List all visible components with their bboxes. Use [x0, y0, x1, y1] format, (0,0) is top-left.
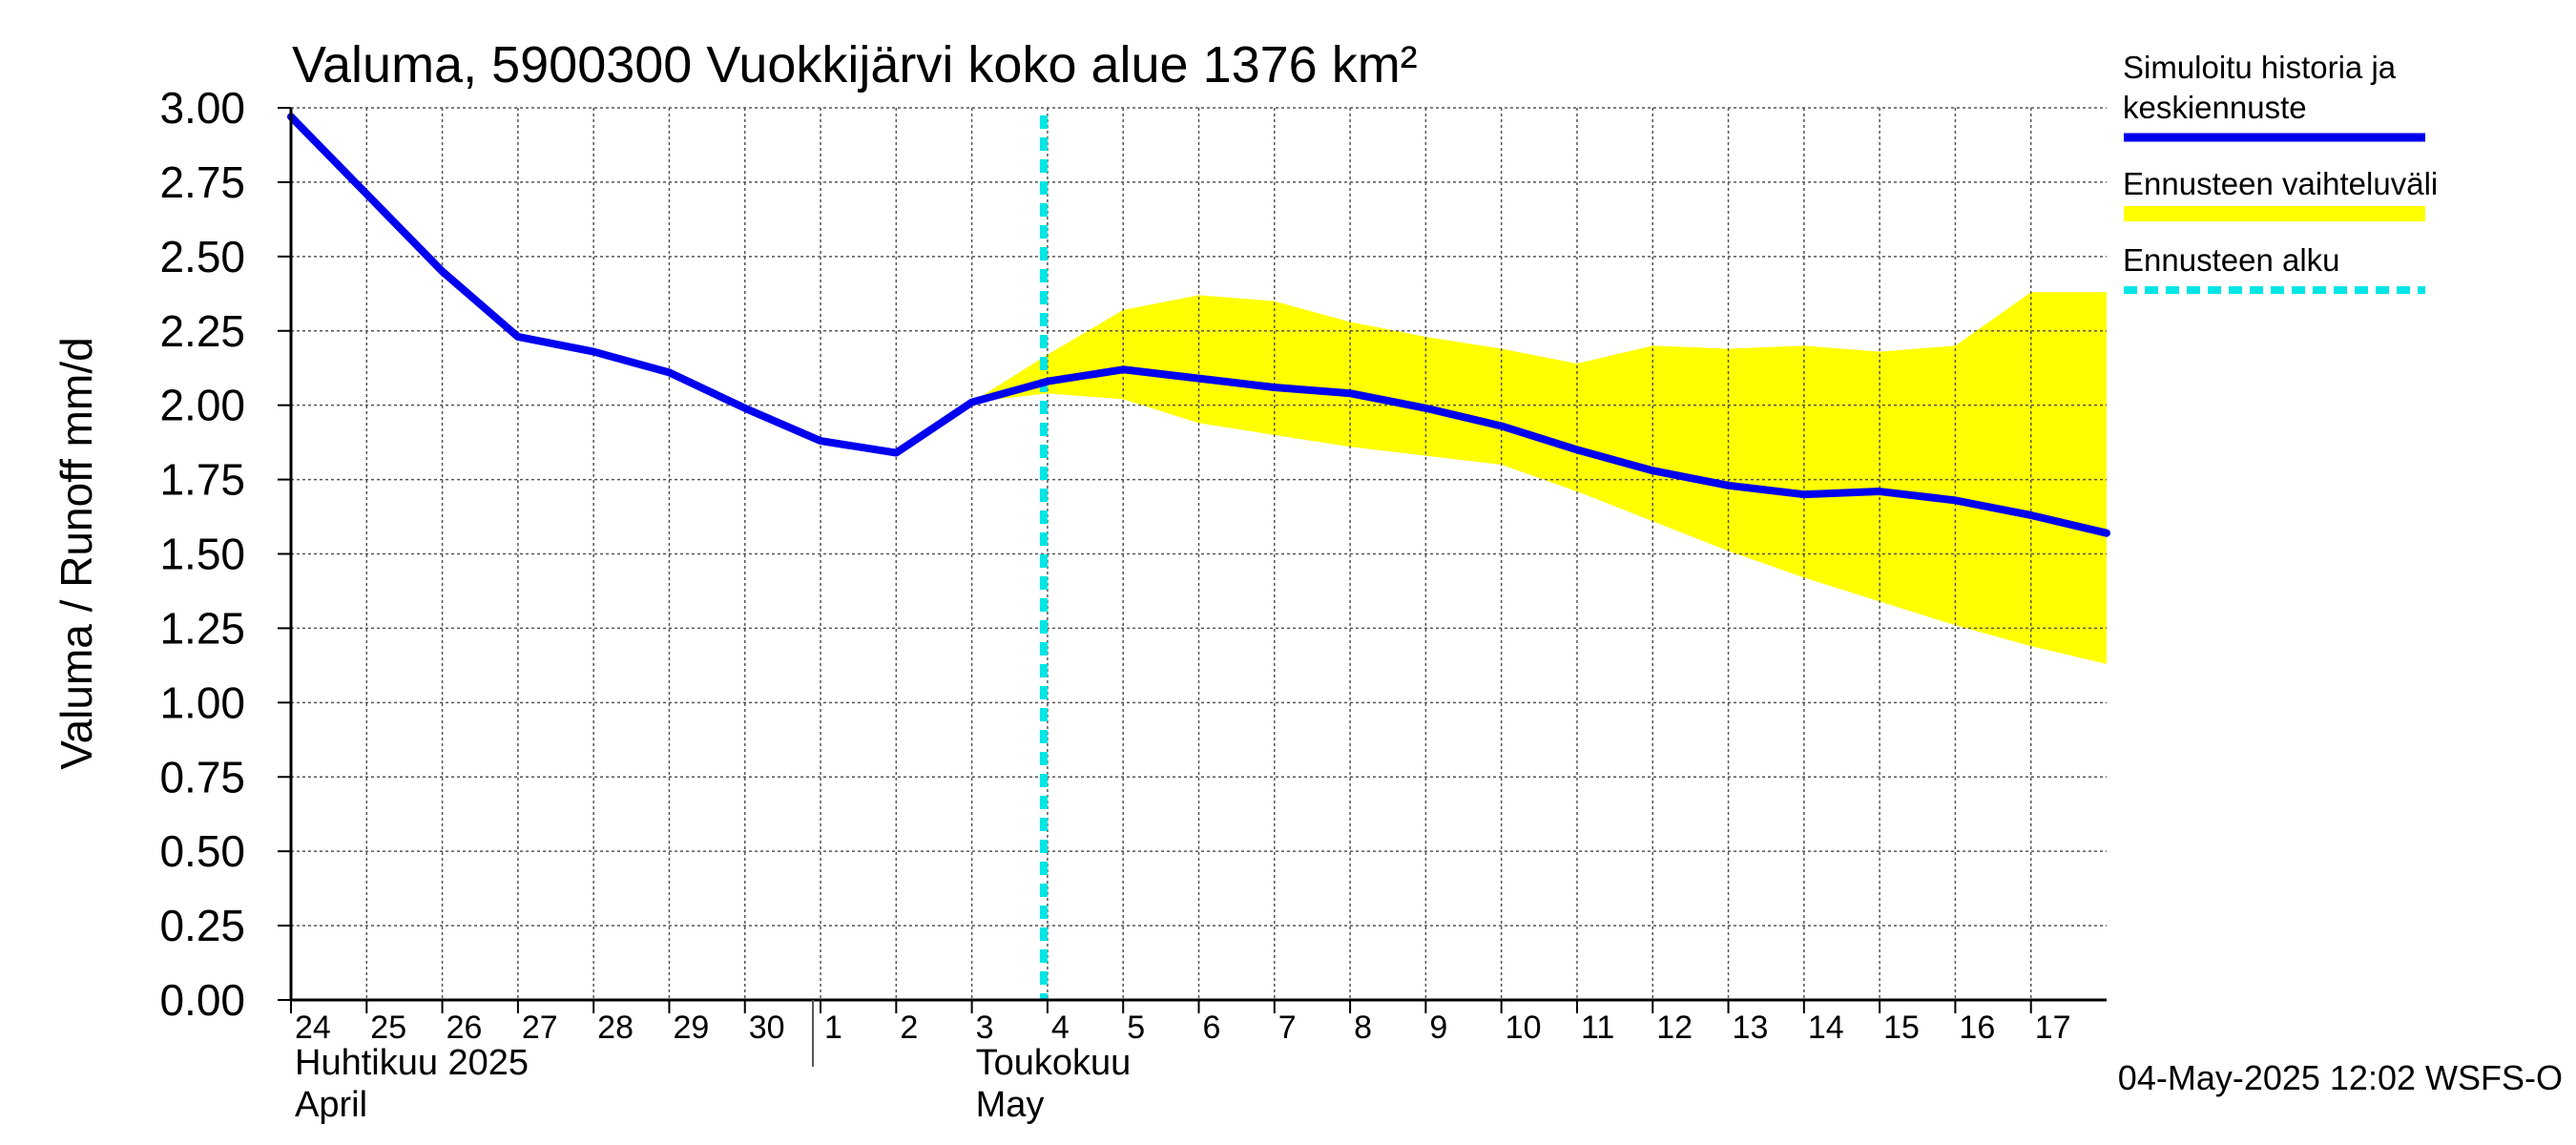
month-label: Huhtikuu 2025 — [295, 1043, 529, 1083]
x-tick-label: 4 — [1051, 1010, 1070, 1046]
x-tick-label: 9 — [1429, 1010, 1447, 1046]
axes-layer: 0.00 0.25 0.50 0.75 1.00 1.25 1.50 1.75 2.00 2.25… — [159, 83, 2107, 1125]
x-tick-label: 6 — [1203, 1010, 1221, 1046]
x-tick-label: 28 — [597, 1010, 634, 1046]
month-label-en: May — [976, 1085, 1045, 1125]
x-tick-label: 1 — [824, 1010, 842, 1046]
y-tick-label: 0.25 — [159, 901, 245, 950]
x-tick-label: 26 — [447, 1010, 483, 1046]
x-tick-label: 2 — [900, 1010, 918, 1046]
y-tick-label: 0.00 — [159, 975, 245, 1025]
y-tick-label: 1.00 — [159, 677, 245, 727]
month-label: Toukokuu — [976, 1043, 1132, 1083]
legend-label: Simuloitu historia ja — [2123, 50, 2397, 85]
x-tick-label: 14 — [1808, 1010, 1844, 1046]
legend-swatch-band — [2124, 206, 2425, 221]
legend: Simuloitu historia ja keskiennuste Ennuste… — [2123, 50, 2438, 294]
chart-title: Valuma, 5900300 Vuokkijärvi koko alue 13… — [292, 36, 1418, 94]
series-line — [287, 113, 2110, 537]
y-tick-label: 2.50 — [159, 232, 245, 281]
x-tick-label: 25 — [370, 1010, 406, 1046]
y-tick-label: 1.50 — [159, 530, 245, 579]
x-tick-label: 27 — [522, 1010, 558, 1046]
legend-label: Ennusteen vaihteluväli — [2123, 166, 2438, 201]
y-tick-label: 0.50 — [159, 826, 245, 876]
footer-timestamp: 04-May-2025 12:02 WSFS-O — [2118, 1058, 2563, 1097]
x-tick-label: 3 — [976, 1010, 994, 1046]
y-tick-label: 0.75 — [159, 752, 245, 802]
x-tick-label: 17 — [2035, 1010, 2071, 1046]
y-tick-label: 2.00 — [159, 381, 245, 430]
x-tick-label: 30 — [749, 1010, 785, 1046]
x-tick-label: 12 — [1656, 1010, 1693, 1046]
x-tick-label: 8 — [1354, 1010, 1372, 1046]
y-tick-label: 1.25 — [159, 603, 245, 653]
x-tick-label: 13 — [1733, 1010, 1769, 1046]
y-axis-label: Valuma / Runoff mm/d — [52, 337, 101, 769]
x-tick-label: 5 — [1127, 1010, 1145, 1046]
x-tick-label: 10 — [1506, 1010, 1542, 1046]
y-tick-label: 2.25 — [159, 306, 245, 356]
x-tick-label: 11 — [1581, 1010, 1614, 1046]
legend-label: Ennusteen alku — [2123, 242, 2340, 278]
x-tick-label: 16 — [1959, 1010, 1995, 1046]
x-tick-label: 29 — [673, 1010, 709, 1046]
series-layer — [287, 113, 2110, 537]
x-tick-label: 15 — [1883, 1010, 1920, 1046]
x-tick-label: 24 — [295, 1010, 331, 1046]
y-tick-label: 2.75 — [159, 157, 245, 207]
x-tick-label: 7 — [1278, 1010, 1297, 1046]
month-label-en: April — [295, 1085, 367, 1125]
legend-label: keskiennuste — [2123, 90, 2307, 125]
y-tick-label: 1.75 — [159, 455, 245, 505]
y-tick-label: 3.00 — [159, 83, 245, 133]
